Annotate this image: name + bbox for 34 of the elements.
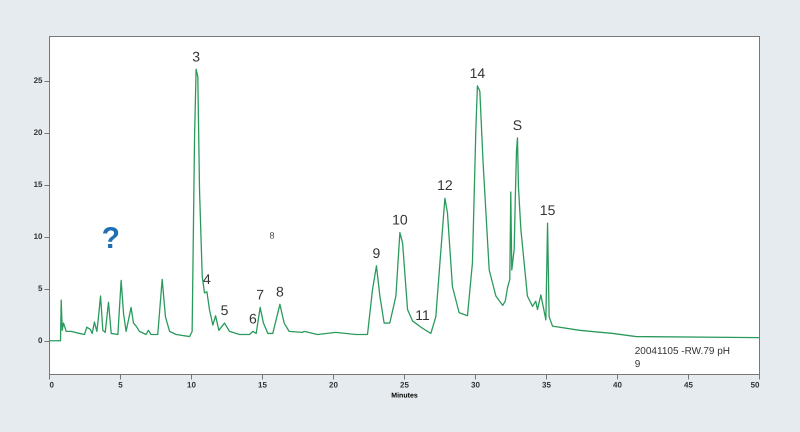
x-tick-label: 25	[400, 380, 410, 390]
x-tick-label: 30	[471, 380, 480, 390]
line-series	[48, 68, 760, 342]
x-tick-label: 45	[684, 380, 694, 390]
annotation: ?	[102, 222, 120, 255]
y-tick-label: 0	[38, 336, 44, 346]
x-tick-label: 15	[258, 380, 268, 390]
x-tick-label: 40	[613, 380, 622, 390]
annotation: 5	[220, 302, 229, 318]
annotation: 8	[269, 230, 274, 240]
annotation: 20041105 -RW.79 pH 9	[634, 346, 730, 370]
annotation: 15	[540, 202, 556, 218]
y-tick-label: 25	[34, 76, 44, 86]
y-tick-label: 10	[34, 232, 44, 242]
x-tick-label: 5	[118, 380, 124, 390]
x-tick-label: 20	[329, 380, 338, 390]
annotation: S	[512, 116, 522, 133]
x-tick-label: 10	[187, 380, 196, 390]
annotation: 8	[276, 283, 284, 300]
annotation: 4	[203, 270, 212, 287]
annotation: 3	[192, 48, 200, 64]
annotation: 14	[470, 64, 486, 81]
annotation: 12	[437, 177, 453, 194]
annotation: 11	[415, 307, 430, 324]
x-tick-label: 50	[750, 380, 760, 390]
y-tick-label: 20	[34, 128, 44, 138]
annotation: 9	[372, 244, 381, 261]
y-tick-label: 15	[34, 180, 44, 190]
annotation: 10	[392, 212, 408, 228]
y-tick-label: 5	[38, 284, 44, 294]
x-tick-label: 0	[50, 380, 54, 390]
annotation: 6	[249, 310, 258, 326]
x-tick-label: 35	[542, 380, 552, 390]
annotation: 7	[256, 286, 264, 302]
